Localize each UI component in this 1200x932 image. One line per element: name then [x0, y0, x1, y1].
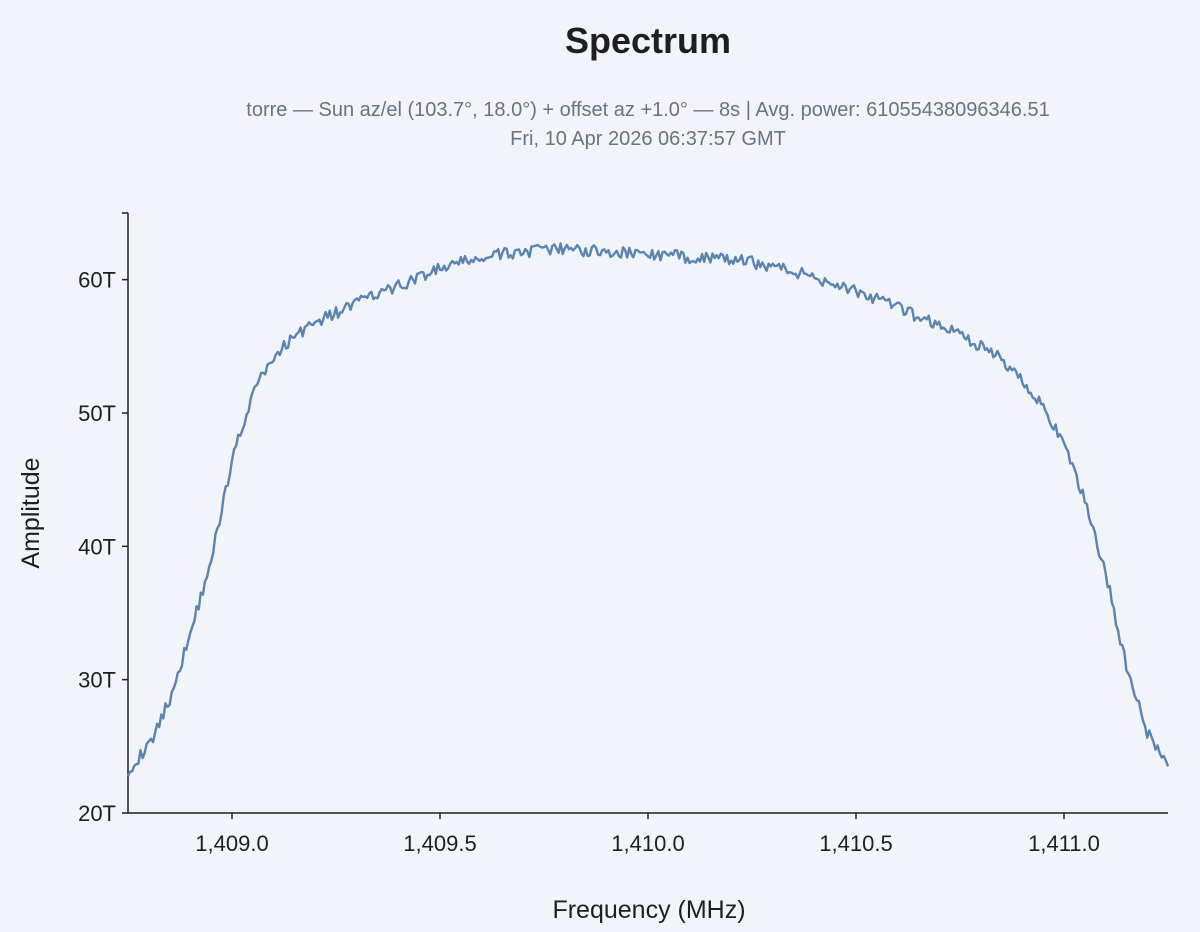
y-tick-label: 40T: [78, 534, 116, 559]
y-tick-label: 30T: [78, 668, 116, 693]
chart-subtitle-line2: Fri, 10 Apr 2026 06:37:57 GMT: [510, 128, 786, 150]
axes: 20T 30T 40T 50T 60T 1,409.0 1,409.5 1,410.0 1,41…: [78, 212, 1168, 856]
y-tick-label: 50T: [78, 401, 116, 426]
series-layer: [126, 242, 1170, 777]
x-tick-label: 1,410.5: [819, 831, 892, 856]
x-tick-label: 1,409.0: [195, 831, 268, 856]
x-tick-label: 1,411.0: [1028, 831, 1100, 856]
x-tick-label: 1,409.5: [403, 831, 476, 856]
y-tick-label: 20T: [78, 801, 116, 826]
x-tick-label: 1,410.0: [611, 831, 684, 856]
x-axis-label: Frequency (MHz): [552, 896, 745, 924]
chart-subtitle-line1: torre — Sun az/el (103.7°, 18.0°) + offs…: [246, 99, 1050, 121]
y-tick-label: 60T: [78, 268, 116, 293]
chart-subtitle: torre — Sun az/el (103.7°, 18.0°) + offs…: [0, 96, 1200, 154]
y-axis-label: Amplitude: [17, 457, 45, 568]
chart-title: Spectrum: [564, 20, 732, 61]
series-line: [126, 242, 1170, 777]
